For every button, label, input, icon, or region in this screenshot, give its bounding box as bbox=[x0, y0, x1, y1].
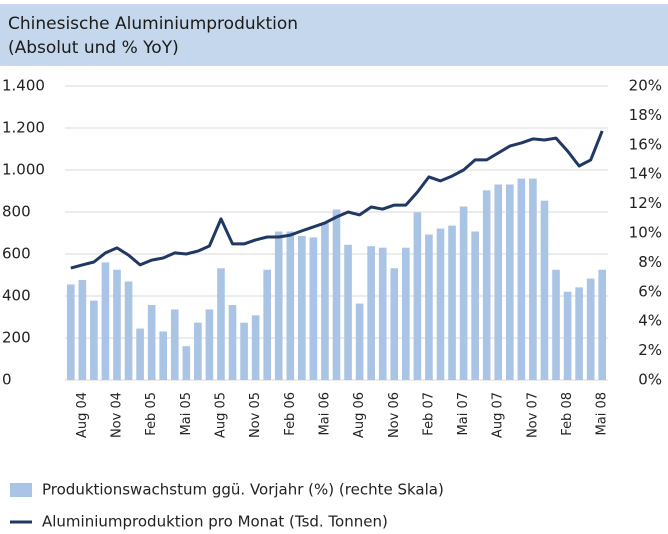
bar bbox=[563, 291, 572, 380]
bar bbox=[124, 281, 133, 380]
bar bbox=[263, 269, 271, 380]
y-tick-label: 800 bbox=[2, 203, 31, 221]
bar bbox=[194, 322, 202, 380]
bar bbox=[425, 234, 433, 380]
bar bbox=[136, 328, 144, 380]
legend-label: Aluminiumproduktion pro Monat (Tsd. Tonn… bbox=[42, 513, 388, 531]
bar bbox=[505, 184, 514, 380]
bar bbox=[159, 331, 168, 380]
bar bbox=[540, 200, 549, 380]
y2-tick-label: 10% bbox=[629, 224, 662, 242]
bar bbox=[471, 231, 479, 380]
y-tick-label: 600 bbox=[2, 245, 31, 263]
legend-swatch bbox=[10, 483, 32, 497]
bar bbox=[436, 228, 445, 380]
x-tick-label: Nov 07 bbox=[525, 392, 540, 438]
bar bbox=[101, 262, 110, 380]
y2-tick-label: 4% bbox=[638, 312, 662, 330]
bar bbox=[147, 305, 156, 380]
y-tick-label: 200 bbox=[2, 329, 31, 347]
y-tick-label: 400 bbox=[2, 287, 31, 305]
x-tick-label: Nov 05 bbox=[248, 392, 263, 438]
legend-label: Produktionswachstum ggü. Vorjahr (%) (re… bbox=[42, 481, 444, 499]
bar bbox=[355, 303, 364, 380]
bar bbox=[413, 212, 422, 380]
bar bbox=[90, 300, 98, 380]
x-tick-label: Nov 06 bbox=[387, 392, 402, 438]
bar bbox=[552, 269, 560, 380]
bar bbox=[494, 184, 503, 380]
line bbox=[70, 130, 604, 270]
bar bbox=[78, 280, 87, 380]
bar bbox=[66, 284, 75, 380]
bar bbox=[286, 231, 295, 380]
bar bbox=[332, 209, 341, 380]
x-tick-label: Feb 07 bbox=[421, 392, 436, 436]
bar bbox=[251, 315, 260, 380]
chart-title: Chinesische Aluminiumproduktion bbox=[8, 14, 298, 34]
bar bbox=[378, 247, 387, 380]
x-tick-label: Nov 04 bbox=[109, 392, 124, 438]
y2-tick-label: 12% bbox=[629, 194, 662, 212]
bar bbox=[217, 268, 225, 380]
x-tick-label: Mai 05 bbox=[179, 392, 194, 435]
x-tick-label: Aug 07 bbox=[491, 392, 506, 438]
y-tick-label: 1.400 bbox=[2, 77, 45, 95]
bar bbox=[274, 231, 283, 380]
bar bbox=[240, 322, 248, 380]
bar bbox=[321, 222, 329, 380]
bar bbox=[205, 309, 214, 380]
bar bbox=[586, 278, 595, 380]
title-bar bbox=[0, 4, 668, 66]
y2-tick-label: 0% bbox=[638, 371, 662, 389]
y2-tick-label: 16% bbox=[629, 135, 662, 153]
y2-tick-label: 14% bbox=[629, 165, 662, 183]
bar bbox=[598, 269, 607, 380]
bar bbox=[344, 244, 352, 380]
bar bbox=[448, 225, 456, 380]
x-tick-label: Mai 08 bbox=[595, 392, 610, 435]
bar bbox=[459, 206, 468, 380]
bar bbox=[113, 269, 121, 380]
x-tick-label: Aug 06 bbox=[352, 392, 367, 438]
y-tick-label: 1.000 bbox=[2, 161, 45, 179]
y-tick-label: 1.200 bbox=[2, 119, 45, 137]
y-tick-label: 0 bbox=[2, 371, 12, 389]
x-tick-label: Mai 07 bbox=[456, 392, 471, 435]
y2-tick-label: 20% bbox=[629, 77, 662, 95]
bar bbox=[309, 237, 318, 380]
bar bbox=[390, 268, 399, 380]
x-tick-label: Feb 06 bbox=[283, 392, 298, 436]
x-tick-label: Aug 05 bbox=[213, 392, 228, 438]
x-tick-label: Mai 06 bbox=[317, 392, 332, 435]
bar bbox=[170, 309, 179, 380]
bar bbox=[529, 178, 537, 380]
x-tick-label: Feb 08 bbox=[560, 392, 575, 436]
bar bbox=[298, 235, 306, 380]
chart-subtitle: (Absolut und % YoY) bbox=[8, 38, 179, 58]
y2-tick-label: 18% bbox=[629, 106, 662, 124]
bar bbox=[482, 190, 491, 380]
x-tick-label: Feb 05 bbox=[144, 392, 159, 436]
y2-tick-label: 8% bbox=[638, 253, 662, 271]
y2-tick-label: 2% bbox=[638, 341, 662, 359]
bar bbox=[575, 287, 583, 380]
bar bbox=[367, 246, 375, 380]
bar bbox=[517, 178, 526, 380]
bar bbox=[228, 305, 237, 380]
x-tick-label: Aug 04 bbox=[75, 392, 90, 438]
bar bbox=[182, 346, 191, 380]
bar bbox=[402, 247, 410, 380]
y2-tick-label: 6% bbox=[638, 282, 662, 300]
